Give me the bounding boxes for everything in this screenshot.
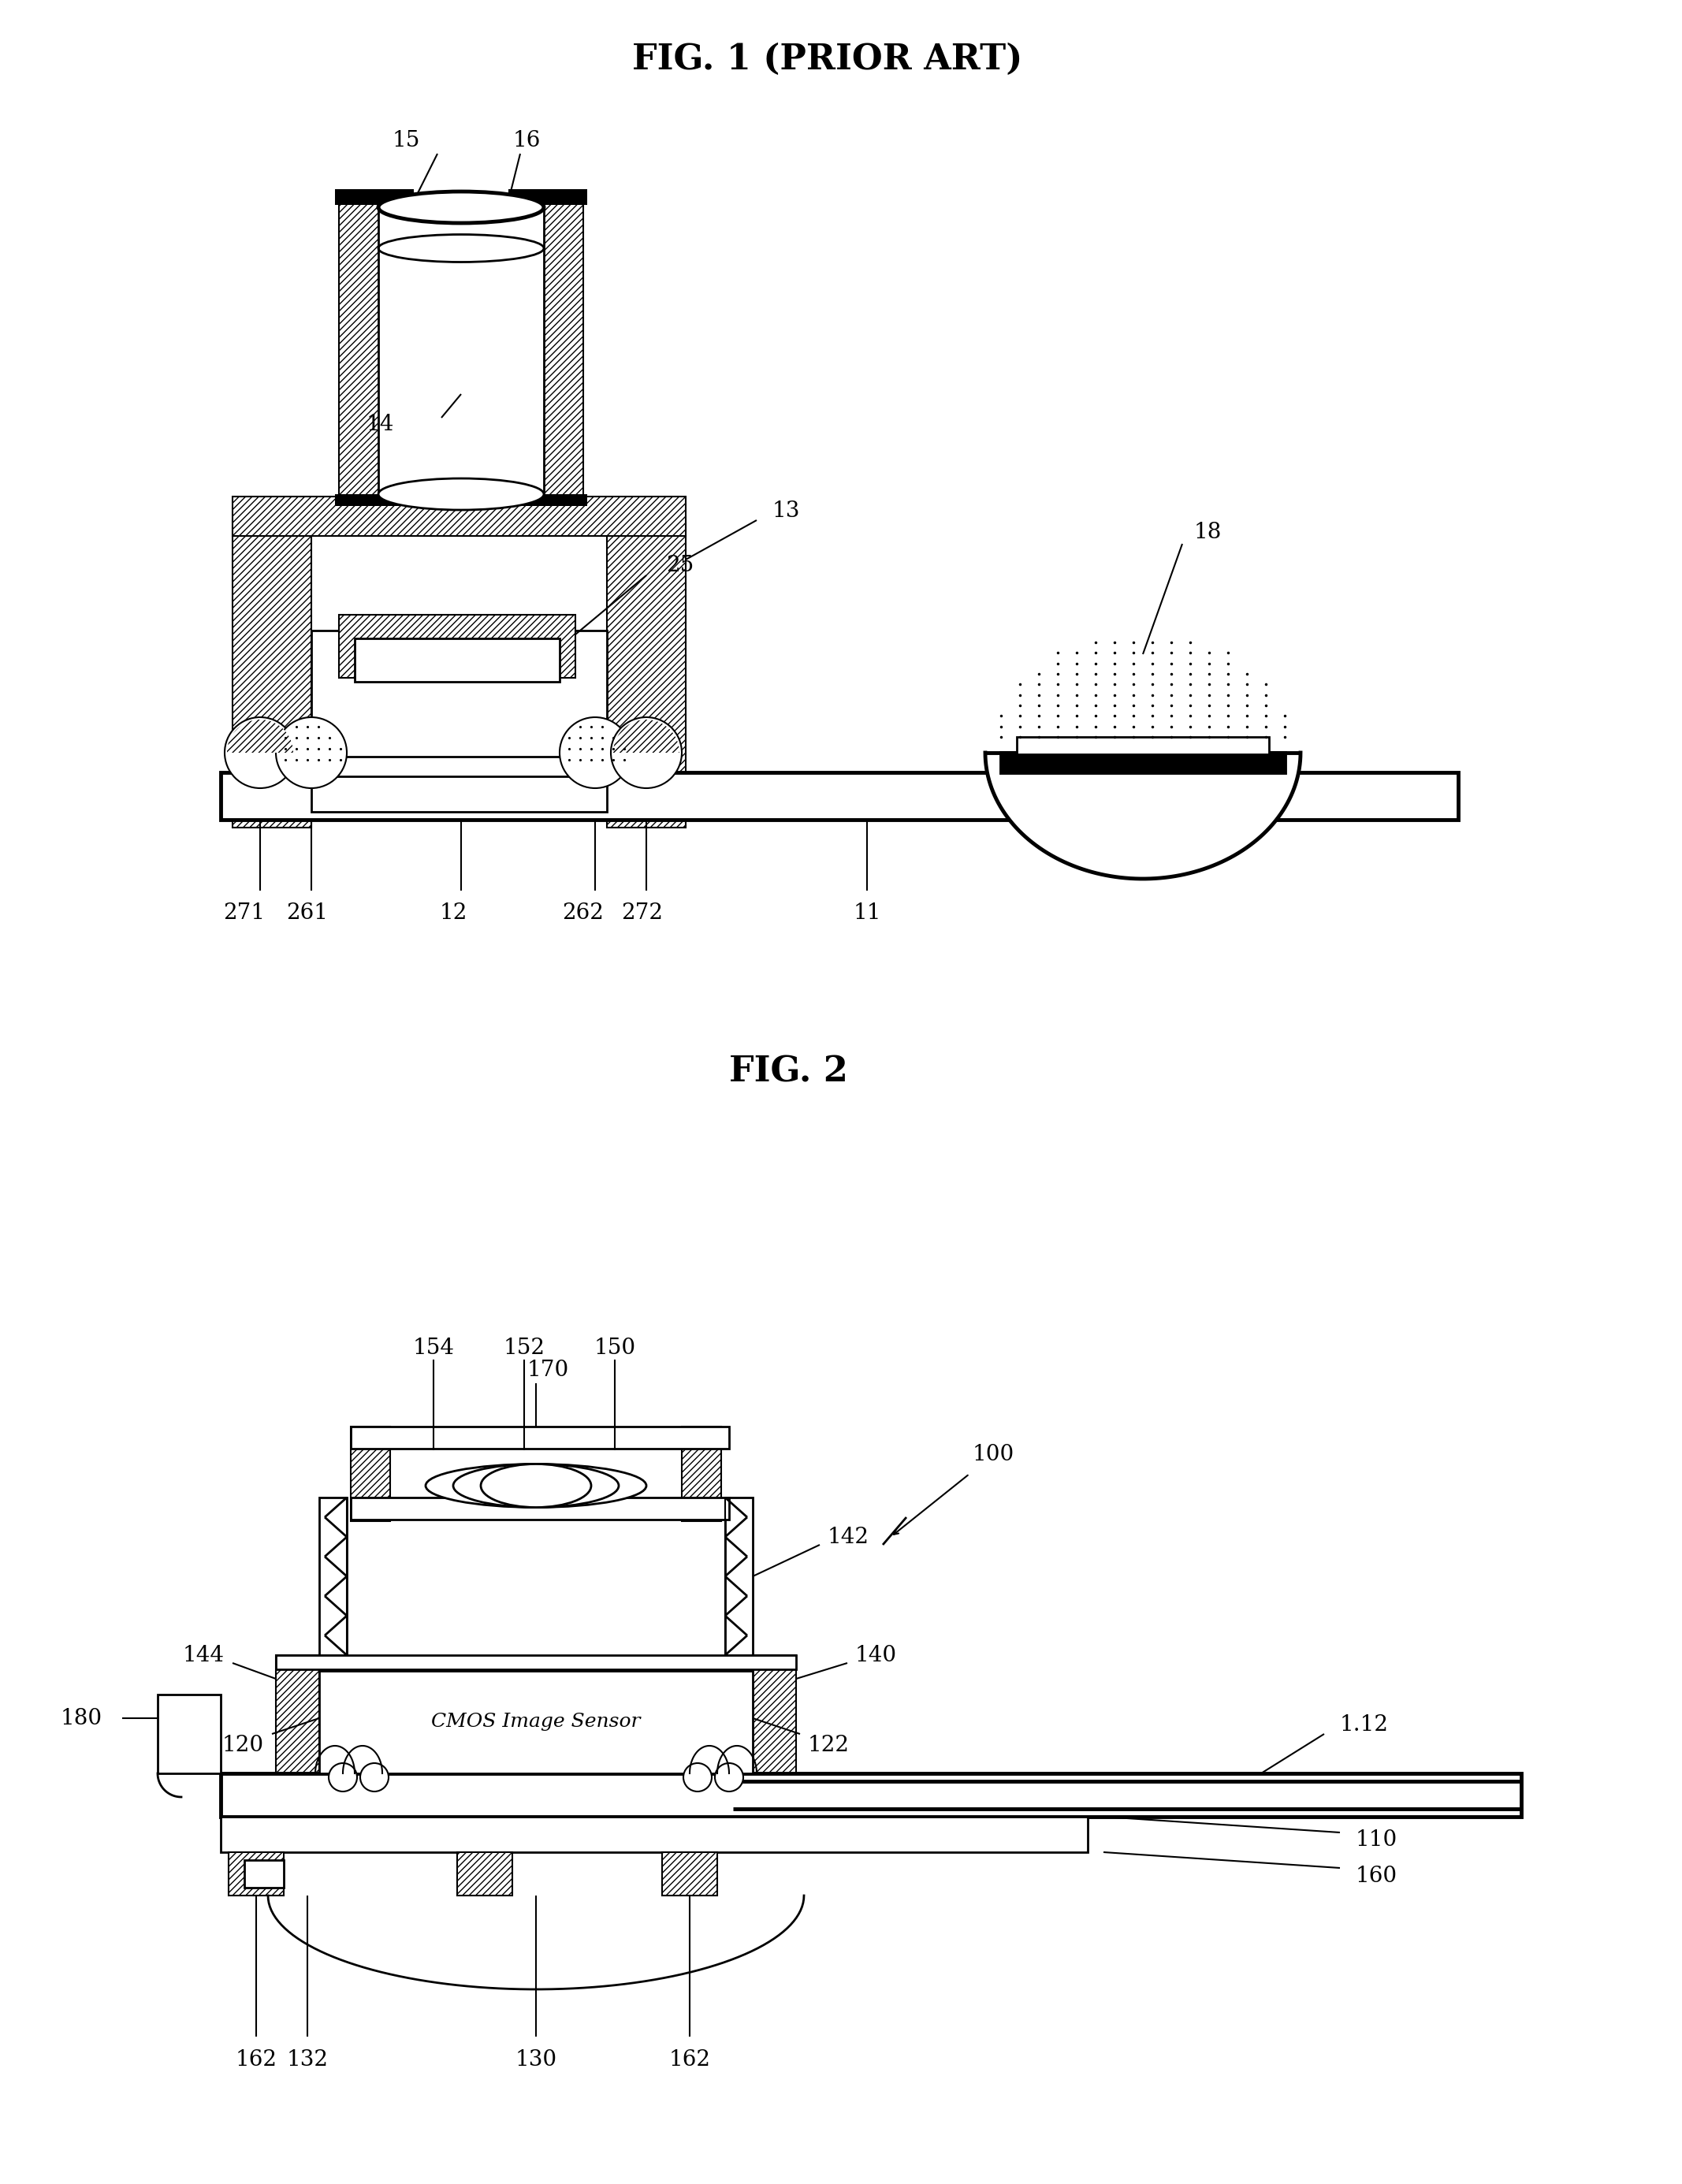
Bar: [335, 494, 414, 507]
Bar: [276, 1655, 320, 1773]
Bar: [378, 201, 543, 500]
Bar: [220, 1817, 1088, 1852]
Text: 150: 150: [594, 1337, 636, 1358]
Ellipse shape: [378, 478, 543, 509]
Bar: [276, 1655, 796, 1669]
Circle shape: [611, 716, 681, 788]
Circle shape: [683, 1762, 711, 1791]
Bar: [513, 201, 584, 500]
Bar: [244, 1861, 284, 1887]
Ellipse shape: [426, 1463, 646, 1507]
Text: 110: 110: [1356, 1830, 1398, 1852]
Text: 272: 272: [621, 902, 663, 924]
Text: 122: 122: [807, 1734, 849, 1756]
Text: 120: 120: [222, 1734, 264, 1756]
Text: 18: 18: [1194, 522, 1223, 542]
Text: 261: 261: [286, 902, 328, 924]
Circle shape: [715, 1762, 743, 1791]
Bar: [508, 494, 587, 507]
Ellipse shape: [481, 1463, 590, 1507]
Text: 170: 170: [526, 1358, 569, 1380]
Bar: [232, 496, 686, 535]
Bar: [352, 1426, 728, 1448]
Text: 13: 13: [772, 500, 801, 522]
Text: 15: 15: [392, 129, 420, 151]
Bar: [607, 520, 686, 828]
Bar: [1016, 736, 1268, 753]
Text: CMOS Image Sensor: CMOS Image Sensor: [431, 1712, 641, 1732]
Text: 140: 140: [854, 1645, 897, 1666]
Circle shape: [328, 1762, 357, 1791]
Bar: [355, 638, 560, 681]
Circle shape: [225, 716, 296, 788]
Bar: [158, 1695, 220, 1773]
Text: 142: 142: [828, 1527, 870, 1548]
Text: 154: 154: [412, 1337, 454, 1358]
Bar: [508, 190, 587, 205]
Bar: [220, 1773, 1521, 1817]
Text: 160: 160: [1356, 1865, 1398, 1887]
Text: 11: 11: [853, 902, 881, 924]
Bar: [352, 1426, 390, 1520]
Bar: [352, 1498, 728, 1520]
Bar: [232, 520, 311, 828]
Text: 130: 130: [515, 2049, 557, 2070]
Bar: [338, 201, 410, 500]
Bar: [320, 1671, 754, 1773]
Bar: [220, 773, 1458, 819]
Text: 14: 14: [367, 413, 394, 435]
Bar: [335, 190, 414, 205]
Text: 180: 180: [61, 1708, 103, 1730]
Circle shape: [360, 1762, 389, 1791]
Bar: [725, 1498, 754, 1655]
Bar: [754, 1655, 796, 1773]
Ellipse shape: [452, 1463, 619, 1507]
Text: 16: 16: [513, 129, 540, 151]
Text: 162: 162: [669, 2049, 710, 2070]
Wedge shape: [227, 719, 293, 753]
Bar: [663, 1852, 717, 1896]
Wedge shape: [614, 719, 680, 753]
Bar: [458, 1852, 513, 1896]
Bar: [279, 756, 643, 775]
Text: 144: 144: [183, 1645, 225, 1666]
Circle shape: [276, 716, 346, 788]
Bar: [311, 631, 607, 812]
Text: 262: 262: [562, 902, 604, 924]
Text: FIG. 2: FIG. 2: [728, 1055, 848, 1090]
Bar: [1001, 753, 1285, 773]
Text: 12: 12: [439, 902, 468, 924]
Bar: [338, 614, 575, 677]
Text: 100: 100: [972, 1444, 1014, 1465]
Text: 162: 162: [235, 2049, 278, 2070]
Text: 25: 25: [666, 555, 693, 577]
Bar: [320, 1498, 346, 1655]
Bar: [229, 1852, 284, 1896]
Text: 152: 152: [503, 1337, 545, 1358]
Polygon shape: [986, 753, 1300, 878]
Bar: [681, 1426, 722, 1520]
Ellipse shape: [378, 192, 543, 223]
Text: 271: 271: [224, 902, 266, 924]
Circle shape: [560, 716, 631, 788]
Text: FIG. 1 (PRIOR ART): FIG. 1 (PRIOR ART): [632, 41, 1023, 76]
Text: 132: 132: [286, 2049, 328, 2070]
Text: 1.12: 1.12: [1341, 1714, 1389, 1734]
